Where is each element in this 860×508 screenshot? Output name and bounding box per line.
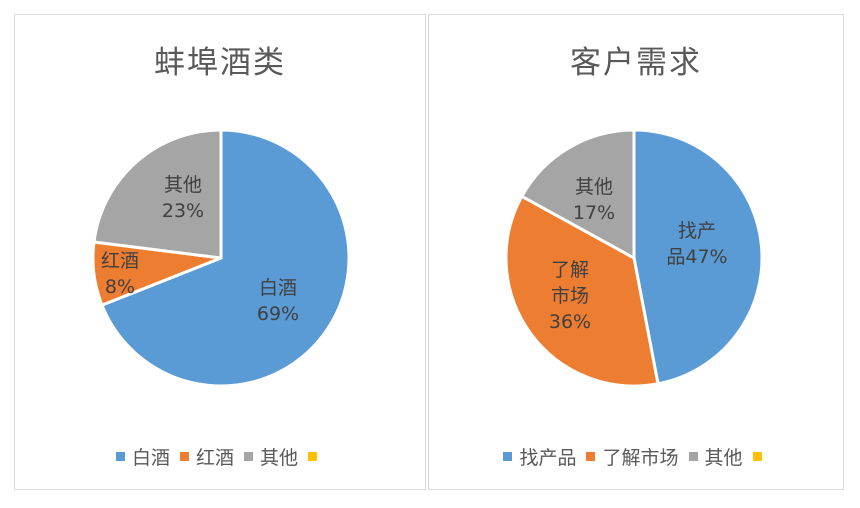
legend-swatch	[752, 452, 762, 461]
legend-item-3	[308, 452, 324, 461]
pie-chart-panel-wine: 蚌埠酒类 白酒 69% 红酒 8% 其他 23% 白酒 红酒 其他	[14, 14, 426, 490]
legend-label: 找产品	[519, 447, 577, 469]
chart-title: 蚌埠酒类	[154, 45, 286, 81]
legend-item-2: 其他	[688, 443, 743, 470]
pie-slice-2	[520, 128, 636, 260]
slice-label-1: 红酒 8%	[101, 250, 139, 298]
legend-label: 其他	[260, 447, 299, 469]
slice-label-2: 其他 23%	[162, 174, 204, 222]
pie-slice-0	[100, 128, 351, 388]
legend-item-3	[752, 452, 769, 461]
legend-item-2: 其他	[244, 443, 298, 470]
pie-slice-1	[504, 194, 660, 388]
pie-slice-2	[92, 128, 223, 260]
legend: 找产品 了解市场 其他	[429, 443, 843, 470]
legend-swatch	[179, 452, 189, 461]
pie-slice-0	[632, 128, 764, 386]
legend-item-1: 了解市场	[586, 443, 679, 470]
legend-swatch	[503, 452, 513, 461]
legend-swatch	[688, 452, 698, 461]
slice-label-0: 找产品47%	[666, 220, 727, 268]
pie-chart-panel-demand: 客户需求 找产品47% 了解市场 36% 其他 17% 找产品 了解市场 其他	[428, 14, 844, 490]
legend-label: 其他	[704, 447, 743, 469]
pie-chart: 找产品47% 了解市场 36% 其他 17%	[504, 128, 764, 388]
legend-label: 白酒	[131, 447, 170, 469]
chart-title: 客户需求	[570, 45, 702, 81]
legend-swatch	[244, 452, 253, 461]
slice-label-1: 了解市场 36%	[549, 259, 591, 333]
legend-swatch	[115, 452, 125, 461]
legend-swatch	[586, 452, 596, 461]
slice-label-2: 其他 17%	[573, 176, 615, 224]
legend-item-1: 红酒	[179, 443, 234, 470]
legend-swatch	[308, 452, 318, 461]
legend: 白酒 红酒 其他	[15, 443, 425, 470]
legend-item-0: 找产品	[503, 443, 576, 470]
slice-label-0: 白酒 69%	[257, 277, 299, 325]
legend-label: 红酒	[195, 447, 234, 469]
legend-label: 了解市场	[602, 447, 679, 469]
pie-chart: 白酒 69% 红酒 8% 其他 23%	[91, 128, 351, 388]
legend-item-0: 白酒	[115, 443, 170, 470]
